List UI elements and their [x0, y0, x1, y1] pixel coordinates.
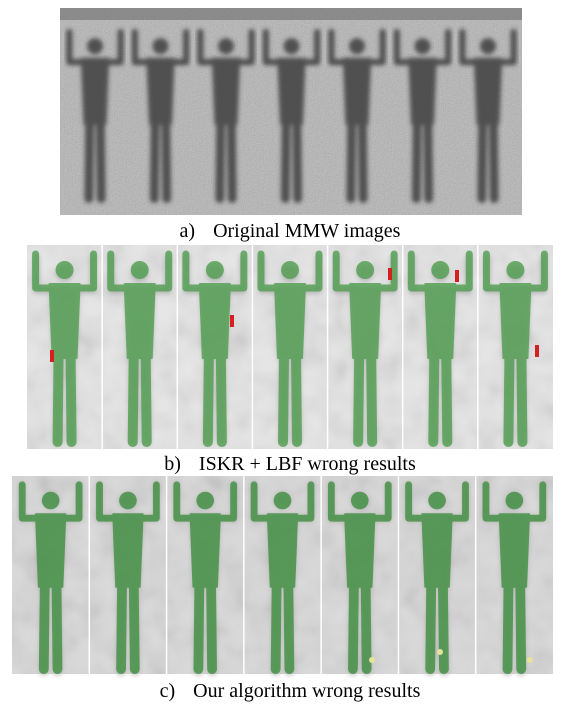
caption-text: Our algorithm wrong results: [193, 680, 420, 702]
caption-text: ISKR + LBF wrong results: [199, 453, 416, 475]
error-spot: [388, 268, 392, 280]
panel-c-image: [12, 476, 553, 674]
panel-letter: a): [180, 220, 196, 242]
error-spot: [455, 270, 459, 282]
caption-text: Original MMW images: [213, 220, 401, 242]
error-spot: [50, 350, 54, 362]
panel-a-image: [60, 8, 522, 215]
caption-b: b) ISKR + LBF wrong results: [164, 453, 416, 475]
error-spot: [369, 657, 375, 663]
caption-c: c) Our algorithm wrong results: [160, 680, 421, 702]
error-spot: [527, 657, 533, 663]
caption-a: a) Original MMW images: [180, 220, 401, 242]
error-spot: [535, 345, 539, 357]
panel-letter: c): [160, 680, 176, 702]
panel-b-image: [27, 245, 553, 449]
error-spot: [230, 315, 234, 327]
panel-letter: b): [164, 453, 181, 475]
error-spot: [437, 649, 443, 655]
